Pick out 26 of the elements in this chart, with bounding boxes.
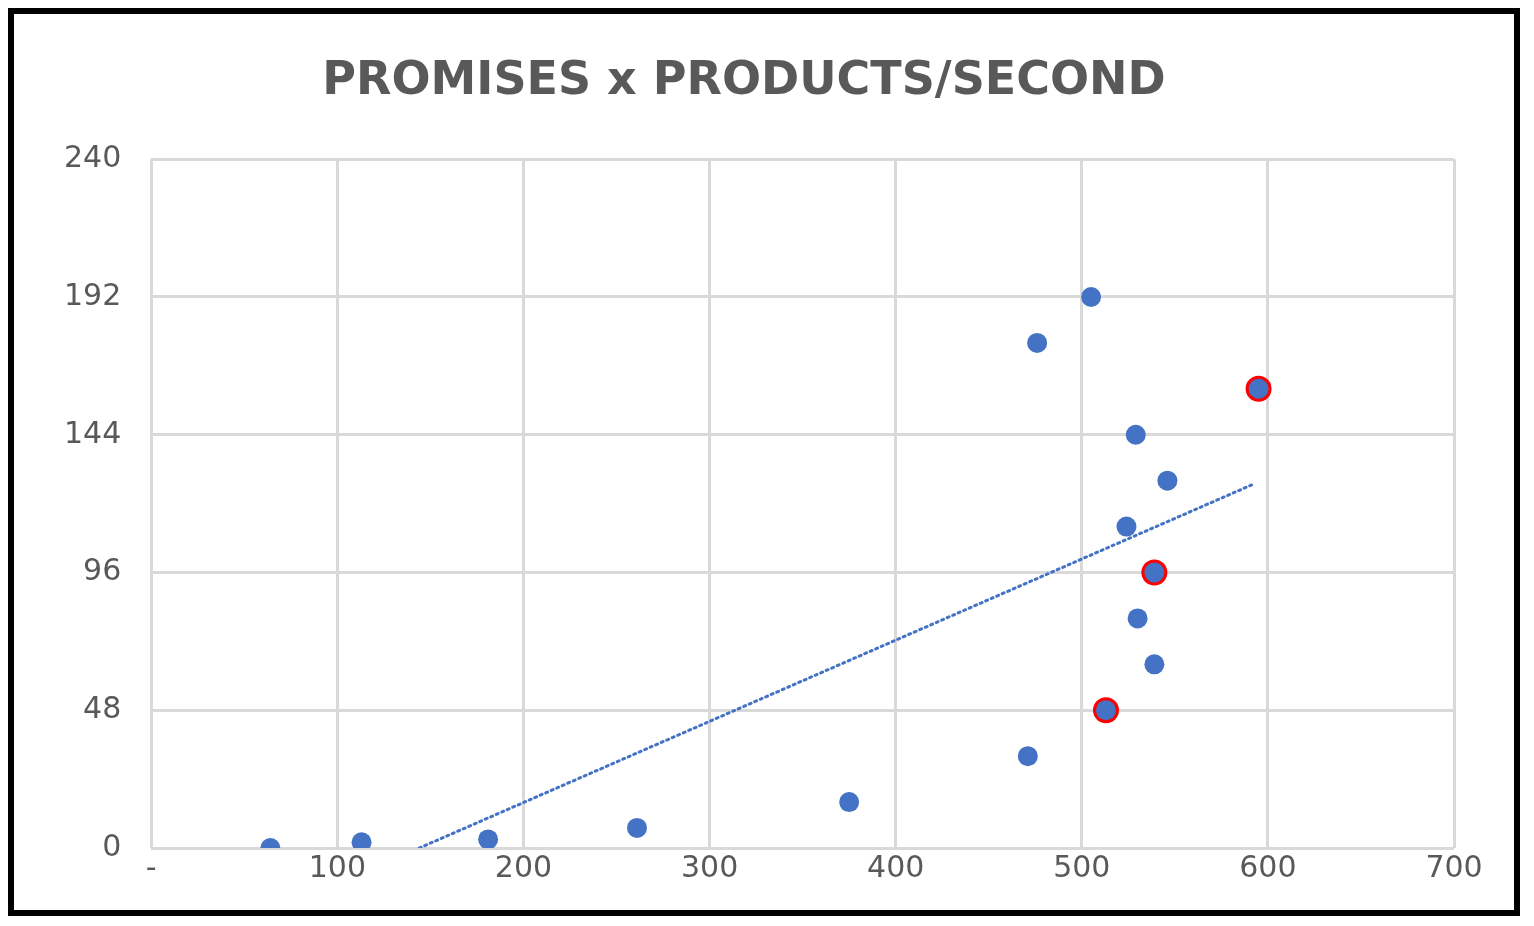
point bbox=[1116, 516, 1137, 537]
x-tick-label: 200 bbox=[494, 848, 553, 884]
point bbox=[627, 817, 647, 838]
point bbox=[1125, 424, 1146, 445]
point bbox=[478, 829, 499, 848]
point bbox=[1157, 470, 1178, 491]
x-tick-label: 600 bbox=[1239, 848, 1297, 884]
x-tick-label: 700 bbox=[1425, 848, 1483, 884]
y-tick-label: 240 bbox=[64, 139, 122, 174]
point bbox=[1081, 286, 1102, 307]
point bbox=[1017, 746, 1038, 767]
point bbox=[1027, 332, 1048, 353]
point bbox=[1127, 608, 1148, 629]
y-tick-label: 96 bbox=[83, 552, 122, 588]
y-tick-label: 144 bbox=[64, 414, 122, 450]
x-tick-label: 300 bbox=[680, 848, 739, 884]
x-tick-label: 100 bbox=[308, 848, 366, 884]
y-tick-label: 192 bbox=[64, 276, 122, 312]
x-tick-label: 500 bbox=[1053, 848, 1111, 884]
y-tick-label: 0 bbox=[102, 827, 122, 863]
x-tick-label: - bbox=[145, 848, 157, 884]
point bbox=[839, 792, 860, 813]
y-tick-label: 48 bbox=[83, 690, 122, 726]
x-tick-label: 400 bbox=[867, 848, 925, 884]
point bbox=[1144, 654, 1165, 675]
chart-title: PROMISES x PRODUCTS/SECOND bbox=[322, 50, 1166, 105]
